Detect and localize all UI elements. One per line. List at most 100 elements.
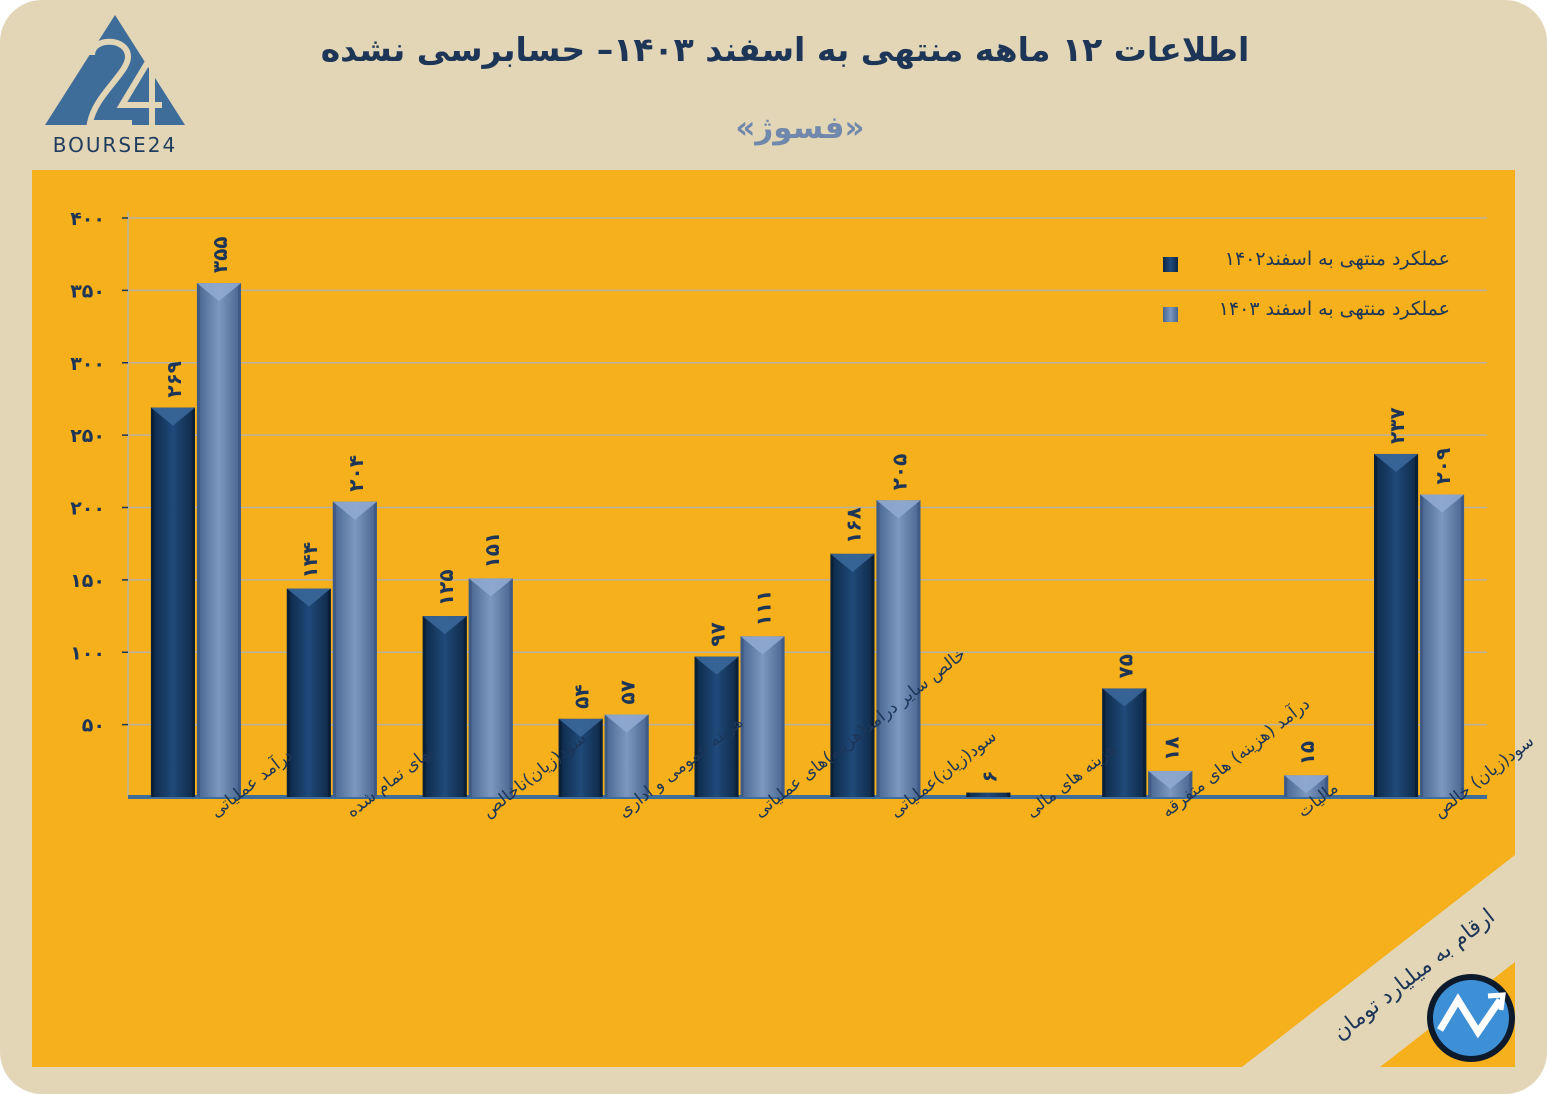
bar-edge xyxy=(871,553,875,797)
bar-cap xyxy=(422,616,467,635)
y-tick-label: ۲۵۰ xyxy=(70,425,105,447)
bar-cap xyxy=(286,588,331,607)
legend-label: عملکرد منتهی به اسفند ۱۴۰۳ xyxy=(1219,298,1450,320)
bar-edge xyxy=(237,283,241,797)
bar-edge xyxy=(876,500,880,797)
chart-panel xyxy=(32,170,1515,1067)
bar-cap xyxy=(1374,453,1419,472)
data-label: ۱۸ xyxy=(1159,737,1183,761)
bar-cap xyxy=(1284,775,1329,794)
bar-edge xyxy=(1007,792,1011,797)
bar-edge xyxy=(1325,775,1329,797)
bar-edge xyxy=(694,656,698,797)
bar xyxy=(422,616,467,797)
bar-cap xyxy=(332,501,377,520)
data-label: ۱۲۵ xyxy=(434,569,458,606)
legend-swatch xyxy=(1163,257,1178,272)
bar-cap xyxy=(1148,770,1193,789)
bar xyxy=(286,588,331,797)
bar-cap xyxy=(196,283,241,302)
bar-edge xyxy=(740,636,744,797)
bar xyxy=(694,656,739,797)
y-tick-label: ۳۵۰ xyxy=(70,280,105,302)
bar-edge xyxy=(1415,453,1419,797)
data-label: ۳۵۵ xyxy=(208,237,232,274)
data-label: ۱۶۸ xyxy=(841,507,865,544)
bar-cap xyxy=(558,718,603,737)
bar xyxy=(468,578,513,797)
bar-edge xyxy=(645,714,649,797)
legend-swatch xyxy=(1163,307,1178,322)
y-tick-label: ۲۰۰ xyxy=(70,498,105,520)
y-tick-label: ۳۰۰ xyxy=(70,353,105,375)
bar-edge xyxy=(1148,770,1152,797)
bar-edge xyxy=(373,501,377,797)
bar-cap xyxy=(740,636,785,655)
data-label: ۱۱۱ xyxy=(752,590,776,627)
brand-name: BOURSE24 xyxy=(52,133,178,157)
data-label: ۵۴ xyxy=(570,684,594,708)
bar-edge xyxy=(1374,453,1378,797)
bourse24-logo xyxy=(45,15,185,127)
bar xyxy=(196,283,241,797)
bar-edge xyxy=(1461,494,1465,797)
bar-edge xyxy=(830,553,834,797)
bar-edge xyxy=(422,616,426,797)
data-label: ۲۰۵ xyxy=(887,454,911,491)
bar xyxy=(740,636,785,797)
data-label: ۲۰۴ xyxy=(344,455,368,492)
bar xyxy=(1420,494,1465,797)
bar xyxy=(150,407,195,797)
page-title: اطلاعات ۱۲ ماهه منتهی به اسفند ۱۴۰۳– حسا… xyxy=(320,30,1250,69)
bar-edge xyxy=(1143,688,1147,797)
bar-edge xyxy=(558,718,562,797)
y-tick-label: ۴۰۰ xyxy=(70,208,105,230)
y-tick-label: ۵۰ xyxy=(82,715,105,737)
bar-cap xyxy=(150,407,195,426)
page-subtitle: «فسوژ» xyxy=(735,110,865,146)
data-label: ۹۷ xyxy=(706,622,730,646)
bar-edge xyxy=(966,792,970,797)
bar-edge xyxy=(917,500,921,797)
bar-edge xyxy=(468,578,472,797)
data-label: ۱۴۴ xyxy=(298,542,322,579)
bar-edge xyxy=(1284,775,1288,797)
bar-cap xyxy=(830,553,875,572)
bar-cap xyxy=(1420,494,1465,513)
data-label: ۷۵ xyxy=(1113,654,1137,678)
bar-edge xyxy=(332,501,336,797)
bar-edge xyxy=(781,636,785,797)
bars xyxy=(150,283,1465,797)
logo-two-stroke xyxy=(86,38,132,126)
bar xyxy=(1102,688,1147,797)
bar-edge xyxy=(509,578,513,797)
bar-edge xyxy=(150,407,154,797)
data-label: ۲۰۹ xyxy=(1431,448,1455,485)
bar-edge xyxy=(463,616,467,797)
y-tick-label: ۱۵۰ xyxy=(70,570,105,592)
bar-cap xyxy=(694,656,739,675)
bar xyxy=(876,500,921,797)
data-label: ۲۶۹ xyxy=(162,361,186,398)
data-label: ۱۵ xyxy=(1295,741,1319,765)
bar-edge xyxy=(196,283,200,797)
bar xyxy=(966,792,1011,797)
bar xyxy=(830,553,875,797)
bar-edge xyxy=(1420,494,1424,797)
bar-edge xyxy=(735,656,739,797)
bar-cap xyxy=(468,578,513,597)
data-label: ۲۳۷ xyxy=(1385,407,1409,444)
data-labels: ۲۶۹ ۳۵۵ ۱۴۴ ۲۰۴ ۱۲۵ ۱۵۱ ۵۴ ۵۷ ۹۷ ۱۱۱ ۱۶۸ ۲۰۵ ۶ ۷۵ ۱۸ ۱۵… xyxy=(162,237,1455,783)
data-label: ۵۷ xyxy=(616,680,640,704)
bar xyxy=(1374,453,1419,797)
legend: عملکرد منتهی به اسفند۱۴۰۲ عملکرد منتهی به… xyxy=(1163,248,1450,322)
data-label: ۶ xyxy=(977,770,1001,782)
bar-cap xyxy=(1102,688,1147,707)
bar-edge xyxy=(599,718,603,797)
y-axis-ticks: ۵۰ ۱۰۰ ۱۵۰ ۲۰۰ ۲۵۰ ۳۰۰ ۳۵۰ ۴۰۰ xyxy=(70,208,105,737)
bar-edge xyxy=(604,714,608,797)
bar-edge xyxy=(1102,688,1106,797)
bar-edge xyxy=(191,407,195,797)
bar-edge xyxy=(1189,770,1193,797)
